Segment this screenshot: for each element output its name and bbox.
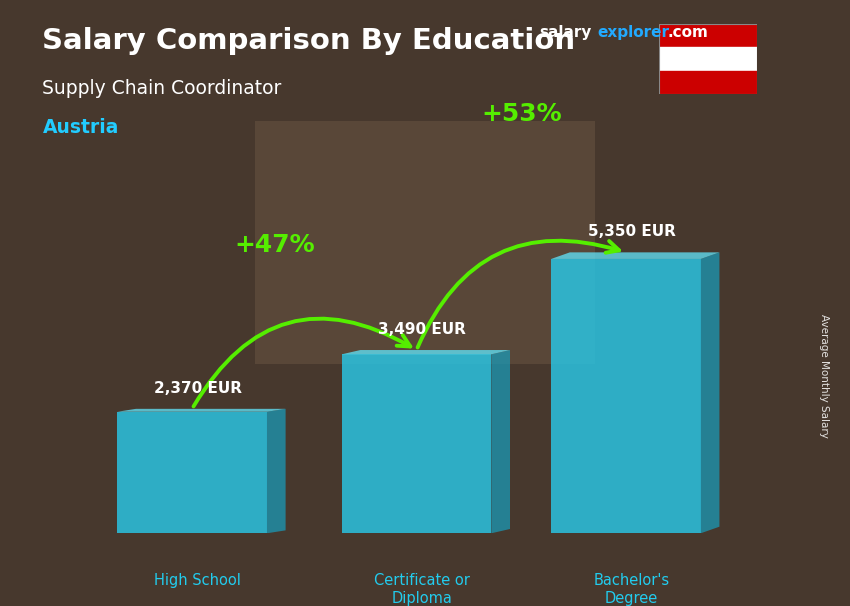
Text: High School: High School [154,573,241,588]
Polygon shape [700,252,719,533]
Polygon shape [117,411,267,533]
Text: Supply Chain Coordinator: Supply Chain Coordinator [42,79,282,98]
Text: 5,350 EUR: 5,350 EUR [587,224,676,239]
Text: +47%: +47% [234,233,314,257]
Text: Average Monthly Salary: Average Monthly Salary [819,314,829,438]
Text: Bachelor's
Degree: Bachelor's Degree [593,573,670,605]
Polygon shape [551,259,700,533]
Text: .com: .com [667,25,708,41]
Polygon shape [342,355,491,533]
Text: salary: salary [540,25,592,41]
Text: Salary Comparison By Education: Salary Comparison By Education [42,27,575,55]
Polygon shape [491,350,510,533]
Text: explorer: explorer [598,25,670,41]
Text: Certificate or
Diploma: Certificate or Diploma [374,573,470,605]
Text: +53%: +53% [481,102,562,125]
Text: 3,490 EUR: 3,490 EUR [378,322,466,337]
Polygon shape [551,252,719,259]
Polygon shape [267,409,286,533]
Text: 2,370 EUR: 2,370 EUR [154,381,241,396]
Text: Austria: Austria [42,118,119,137]
Polygon shape [117,409,286,411]
Bar [659,71,756,94]
FancyArrowPatch shape [194,319,411,407]
Bar [659,24,756,47]
Polygon shape [342,350,510,355]
FancyArrowPatch shape [417,241,619,347]
Bar [659,47,756,71]
